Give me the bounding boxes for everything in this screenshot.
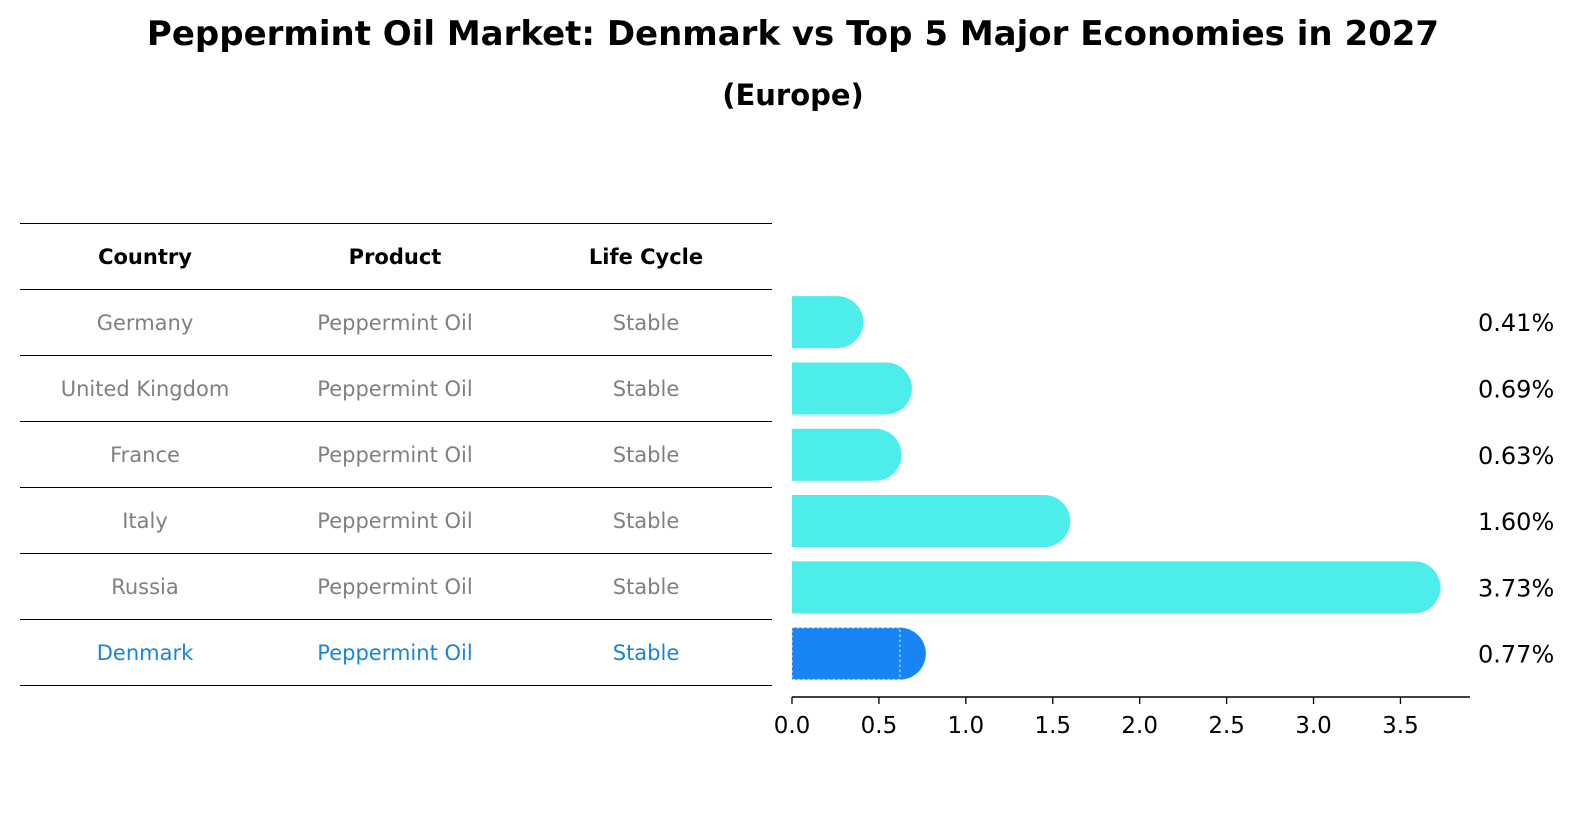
table-row-highlight: Denmark Peppermint Oil Stable <box>20 619 772 686</box>
table-row: Germany Peppermint Oil Stable <box>20 289 772 355</box>
data-label: 0.69% <box>1478 375 1554 403</box>
product-cell: Peppermint Oil <box>317 310 473 335</box>
life-cycle-cell: Stable <box>612 310 680 335</box>
life-cycle-cell: Stable <box>612 508 680 533</box>
data-label: 0.77% <box>1478 641 1554 669</box>
chart-subtitle: (Europe) <box>722 78 864 112</box>
comparison-table: Country Product Life Cycle Germany Peppe… <box>20 223 772 686</box>
bar-germany <box>792 296 864 349</box>
bar-russia <box>792 561 1441 614</box>
product-cell: Peppermint Oil <box>317 574 473 599</box>
x-tick-label: 3.0 <box>1295 713 1332 739</box>
country-cell: France <box>110 442 180 467</box>
x-tick-label: 2.0 <box>1121 713 1158 739</box>
header-country: Country <box>98 244 192 269</box>
x-tick-label: 1.0 <box>948 713 985 739</box>
data-label: 3.73% <box>1478 574 1554 602</box>
x-tick-label: 1.5 <box>1034 713 1071 739</box>
table-row: France Peppermint Oil Stable <box>20 421 772 487</box>
life-cycle-cell: Stable <box>612 442 680 467</box>
country-cell: Germany <box>96 310 194 335</box>
data-label: 0.41% <box>1478 309 1554 337</box>
bar-denmark <box>792 627 926 680</box>
x-tick-label: 3.5 <box>1382 713 1419 739</box>
data-label: 0.63% <box>1478 442 1554 470</box>
x-tick-label: 2.5 <box>1208 713 1245 739</box>
bar-united-kingdom <box>792 362 912 415</box>
x-tick-label: 0.5 <box>861 713 898 739</box>
data-label: 1.60% <box>1478 508 1554 536</box>
country-cell: Denmark <box>96 640 194 665</box>
country-cell: Italy <box>122 508 168 533</box>
life-cycle-cell: Stable <box>612 574 680 599</box>
country-cell: Russia <box>111 574 179 599</box>
product-cell: Peppermint Oil <box>317 442 473 467</box>
bar-italy <box>792 495 1071 548</box>
product-cell: Peppermint Oil <box>317 508 473 533</box>
life-cycle-cell: Stable <box>612 376 680 401</box>
bar-france <box>792 428 902 481</box>
table-header-row: Country Product Life Cycle <box>20 223 772 289</box>
country-cell: United Kingdom <box>60 376 230 401</box>
product-cell: Peppermint Oil <box>317 640 473 665</box>
product-cell: Peppermint Oil <box>317 376 473 401</box>
chart-title: Peppermint Oil Market: Denmark vs Top 5 … <box>146 14 1440 54</box>
table-row: Italy Peppermint Oil Stable <box>20 487 772 553</box>
header-product: Product <box>348 244 442 269</box>
table-row: Russia Peppermint Oil Stable <box>20 553 772 619</box>
table-row: United Kingdom Peppermint Oil Stable <box>20 355 772 421</box>
life-cycle-cell: Stable <box>612 640 680 665</box>
x-tick-label: 0.0 <box>774 713 811 739</box>
header-life-cycle: Life Cycle <box>588 244 704 269</box>
